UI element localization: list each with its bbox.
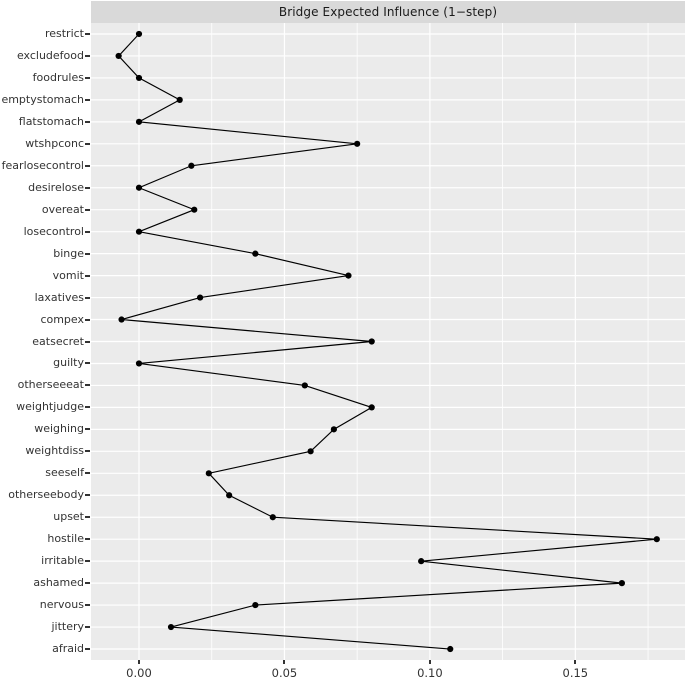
data-point-emptystomach [176, 96, 183, 103]
plot-panel [91, 23, 685, 660]
data-point-binge [252, 250, 259, 257]
y-tick [85, 164, 90, 167]
y-axis-label-laxatives: laxatives [34, 290, 84, 304]
y-tick [85, 208, 90, 211]
y-tick [85, 54, 90, 57]
y-axis-label-desirelose: desirelose [28, 180, 84, 194]
y-tick [85, 538, 90, 541]
data-point-upset [269, 514, 276, 521]
y-tick [85, 76, 90, 79]
y-tick [85, 186, 90, 189]
data-point-ashamed [618, 580, 625, 587]
y-tick [85, 516, 90, 519]
y-axis-label-nervous: nervous [39, 598, 84, 612]
y-axis-label-irritable: irritable [41, 554, 84, 568]
x-tick-label-0.00: 0.00 [126, 666, 152, 680]
y-tick [85, 494, 90, 497]
panel-title-strip: Bridge Expected Influence (1−step) [91, 1, 685, 23]
y-axis-label-foodrules: foodrules [32, 70, 84, 84]
y-axis-label-vomit: vomit [52, 268, 84, 282]
y-tick [85, 142, 90, 145]
y-tick [85, 318, 90, 321]
data-point-wtshpconc [354, 140, 361, 147]
y-tick [85, 274, 90, 277]
y-axis-label-hostile: hostile [47, 532, 84, 546]
data-point-guilty [135, 360, 143, 367]
y-tick [85, 406, 90, 409]
y-tick [85, 626, 90, 629]
y-tick [85, 648, 90, 651]
y-tick [85, 560, 90, 563]
chart-title: Bridge Expected Influence (1−step) [278, 5, 498, 19]
x-tick-label-0.10: 0.10 [417, 666, 443, 680]
y-tick [85, 296, 90, 299]
data-point-otherseebody [226, 492, 233, 499]
y-axis-label-afraid: afraid [52, 642, 84, 656]
y-tick [85, 120, 90, 123]
y-axis-label-excludefood: excludefood [16, 48, 84, 62]
y-axis-label-eatsecret: eatsecret [32, 334, 84, 348]
y-tick [85, 582, 90, 585]
data-point-jittery [167, 623, 175, 631]
data-point-hostile [653, 536, 660, 543]
y-axis-label-jittery: jittery [51, 620, 84, 634]
y-axis-label-weighing: weighing [34, 422, 84, 436]
y-tick [85, 604, 90, 607]
y-tick [85, 384, 90, 387]
y-tick [85, 472, 90, 475]
data-point-afraid [447, 645, 454, 653]
y-tick [85, 340, 90, 343]
y-axis-label-emptystomach: emptystomach [1, 92, 84, 106]
y-tick [85, 230, 90, 233]
y-axis-label-overeat: overeat [41, 202, 84, 216]
data-point-foodrules [135, 74, 143, 82]
data-point-irritable [418, 558, 425, 565]
x-tick [574, 660, 577, 664]
data-point-seeself [205, 470, 212, 477]
y-axis-label-weightdiss: weightdiss [25, 444, 84, 458]
data-point-flatstomach [135, 118, 143, 125]
data-point-restrict [135, 30, 143, 38]
data-point-desirelose [135, 184, 143, 191]
y-axis-label-wtshpconc: wtshpconc [25, 136, 84, 150]
x-tick [428, 660, 431, 664]
x-tick-label-0.15: 0.15 [562, 666, 589, 680]
y-axis-label-flatstomach: flatstomach [18, 114, 84, 128]
data-point-laxatives [196, 294, 204, 301]
data-point-otherseeeat [301, 382, 308, 389]
y-axis-label-compex: compex [40, 312, 84, 326]
data-point-weighing [330, 426, 337, 433]
data-point-excludefood [115, 52, 122, 60]
y-axis-label-binge: binge [53, 246, 84, 260]
y-axis-label-otherseeeat: otherseeeat [17, 378, 84, 392]
data-point-eatsecret [368, 338, 375, 345]
y-axis-label-losecontrol: losecontrol [23, 224, 84, 238]
data-point-nervous [252, 601, 259, 609]
data-point-fearlosecontrol [188, 162, 195, 169]
data-point-losecontrol [135, 228, 143, 235]
data-point-weightjudge [368, 404, 375, 411]
y-tick [85, 252, 90, 255]
x-tick [137, 660, 140, 664]
x-tick [283, 660, 286, 664]
data-point-compex [118, 316, 125, 323]
y-axis-label-guilty: guilty [53, 356, 84, 370]
data-point-vomit [345, 272, 352, 279]
y-tick [85, 450, 90, 453]
y-tick [85, 32, 90, 35]
x-tick-label-0.05: 0.05 [271, 666, 298, 680]
y-axis-label-weightjudge: weightjudge [16, 400, 84, 414]
y-axis-label-ashamed: ashamed [33, 576, 84, 590]
y-axis-label-seeself: seeself [45, 466, 84, 480]
y-axis-label-fearlosecontrol: fearlosecontrol [1, 158, 84, 172]
chart-svg [91, 23, 685, 660]
data-point-overeat [191, 206, 198, 213]
y-axis-label-upset: upset [53, 510, 84, 524]
y-tick [85, 428, 90, 431]
y-tick [85, 98, 90, 101]
y-axis-label-otherseebody: otherseebody [8, 488, 84, 502]
y-axis-label-restrict: restrict [44, 26, 84, 40]
data-point-weightdiss [307, 448, 314, 455]
y-tick [85, 362, 90, 365]
